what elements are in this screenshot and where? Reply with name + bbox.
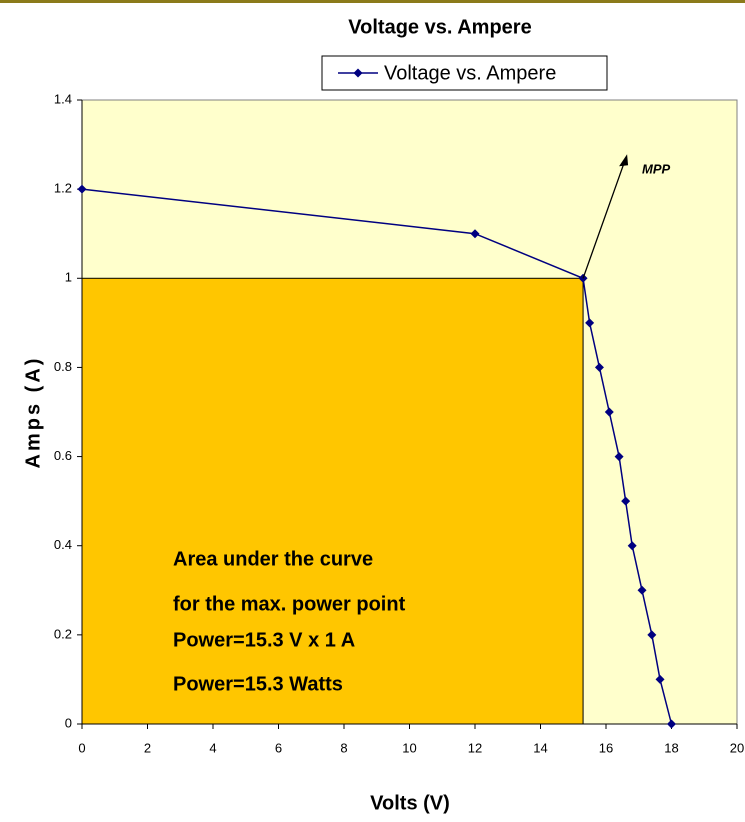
legend-label: Voltage vs. Ampere — [384, 62, 556, 84]
x-tick-label: 4 — [209, 740, 216, 755]
y-tick-label: 0.4 — [54, 537, 72, 552]
x-tick-label: 18 — [664, 740, 678, 755]
x-tick-label: 10 — [402, 740, 416, 755]
area-text: Area under the curve — [173, 548, 373, 570]
x-tick-label: 20 — [730, 740, 744, 755]
area-text: Power=15.3 Watts — [173, 673, 343, 695]
area-text: for the max. power point — [173, 593, 406, 615]
y-tick-label: 1.2 — [54, 181, 72, 196]
point-marker — [594, 362, 604, 372]
mpp-area — [81, 277, 584, 725]
x-tick-label: 12 — [468, 740, 482, 755]
x-tick-label: 8 — [340, 740, 347, 755]
point-marker — [627, 541, 637, 551]
x-tick-label: 14 — [533, 740, 547, 755]
point-marker — [655, 674, 665, 684]
y-tick-label: 1 — [65, 270, 72, 285]
y-tick-label: 0.2 — [54, 626, 72, 641]
legend-marker — [353, 68, 363, 78]
x-tick-label: 6 — [275, 740, 282, 755]
mpp-arrowhead — [619, 154, 629, 167]
point-marker — [667, 719, 676, 729]
point-marker — [77, 184, 87, 194]
y-tick-label: 0 — [65, 715, 72, 730]
mpp-arrow — [582, 157, 627, 279]
y-tick-label: 1.4 — [54, 91, 72, 106]
point-marker — [470, 229, 480, 239]
x-tick-label: 16 — [599, 740, 613, 755]
top-border — [0, 0, 745, 3]
point-marker — [614, 452, 624, 462]
point-marker — [647, 630, 657, 640]
point-marker — [621, 496, 631, 506]
x-tick-label: 0 — [78, 740, 85, 755]
y-axis-label: Amps (A) — [22, 356, 44, 469]
point-marker — [585, 318, 595, 328]
point-marker — [637, 585, 647, 595]
x-tick-label: 2 — [144, 740, 151, 755]
x-axis-label: Volts (V) — [370, 792, 450, 814]
area-text: Power=15.3 V x 1 A — [173, 629, 355, 651]
chart-title: Voltage vs. Ampere — [348, 16, 531, 38]
mpp-label: MPP — [642, 162, 671, 177]
y-tick-label: 0.8 — [54, 359, 72, 374]
y-tick-label: 0.6 — [54, 448, 72, 463]
point-marker — [604, 407, 614, 417]
